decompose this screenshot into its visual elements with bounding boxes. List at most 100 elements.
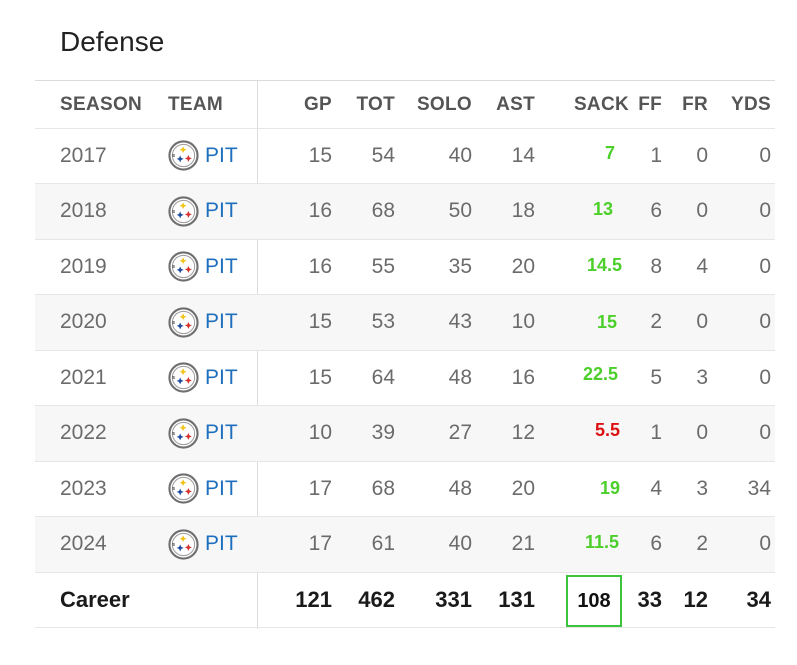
season-cell: 2021	[60, 365, 107, 389]
fr-cell: 0	[696, 199, 708, 222]
solo-cell: 48	[448, 365, 472, 389]
team-link[interactable]: PIT	[205, 421, 238, 444]
team-link[interactable]: PIT	[205, 310, 238, 333]
yds-cell: 0	[759, 310, 771, 333]
solo-cell: 48	[448, 476, 472, 500]
table-row: 2019 S PIT 16 55 35 20 14.5 8 4 0	[35, 239, 775, 295]
yds-cell: 0	[759, 254, 771, 278]
team-cell[interactable]: S PIT	[168, 128, 238, 183]
tot-cell: 53	[371, 310, 395, 333]
team-cell[interactable]: S PIT	[168, 406, 238, 461]
header-yds[interactable]: YDS	[731, 93, 771, 115]
header-tot[interactable]: TOT	[356, 93, 395, 115]
team-link[interactable]: PIT	[205, 476, 238, 500]
table-row: 2017 S PIT 15 54 40 14 7 1 0 0	[35, 128, 775, 184]
header-sack[interactable]: SACK	[573, 93, 629, 115]
season-cell: 2024	[60, 532, 107, 555]
tot-cell: 54	[371, 143, 395, 167]
solo-cell: 43	[448, 310, 472, 333]
ff-cell: 4	[650, 476, 662, 500]
sack-cell: 22.5	[583, 364, 619, 384]
ff-cell: 5	[650, 365, 662, 389]
season-cell: 2023	[60, 476, 107, 500]
steelers-logo-icon: S	[168, 140, 199, 171]
gp-cell: 17	[308, 476, 332, 500]
ast-cell: 20	[511, 476, 535, 500]
header-fr[interactable]: FR	[682, 93, 708, 115]
steelers-logo-icon: S	[168, 528, 199, 560]
sack-cell: 7	[605, 143, 616, 163]
yds-cell: 0	[759, 532, 771, 555]
table-row: 2024 S PIT 17 61 40 21 11.5 6 2 0	[35, 516, 775, 573]
fr-cell: 4	[696, 254, 708, 278]
table-header-row: SEASON TEAM GP TOT SOLO AST SACK FF FR Y…	[35, 81, 775, 129]
career-label: Career	[60, 586, 130, 612]
gp-cell: 16	[308, 199, 332, 222]
gp-cell: 10	[308, 421, 332, 444]
team-link[interactable]: PIT	[205, 199, 238, 222]
ff-cell: 8	[650, 254, 662, 278]
ast-cell: 20	[511, 254, 535, 278]
season-cell: 2022	[60, 421, 107, 444]
ff-cell: 6	[650, 199, 662, 222]
season-cell: 2019	[60, 254, 107, 278]
svg-text:S: S	[172, 264, 175, 269]
career-solo: 331	[435, 586, 472, 612]
header-ff[interactable]: FF	[638, 93, 662, 115]
gp-cell: 15	[308, 365, 332, 389]
gp-cell: 15	[308, 310, 332, 333]
solo-cell: 50	[448, 199, 472, 222]
table-row: 2022 S PIT 10 39 27 12 5.5 1 0 0	[35, 405, 775, 462]
team-link[interactable]: PIT	[205, 143, 238, 167]
team-link[interactable]: PIT	[205, 532, 238, 555]
solo-cell: 27	[448, 421, 472, 444]
header-team[interactable]: TEAM	[168, 93, 224, 115]
team-cell[interactable]: S PIT	[168, 517, 238, 572]
svg-text:S: S	[172, 375, 175, 380]
tot-cell: 39	[371, 421, 395, 444]
svg-text:S: S	[172, 153, 175, 158]
header-solo[interactable]: SOLO	[416, 93, 472, 115]
team-cell[interactable]: S PIT	[168, 350, 238, 405]
ff-cell: 6	[650, 532, 662, 555]
career-ast: 131	[498, 586, 535, 612]
svg-text:S: S	[172, 542, 175, 547]
column-divider	[257, 81, 258, 629]
sack-cell: 15	[597, 312, 618, 332]
ff-cell: 1	[650, 421, 662, 444]
career-fr: 12	[683, 586, 708, 612]
solo-cell: 35	[448, 254, 472, 278]
header-ast[interactable]: AST	[496, 93, 535, 115]
table-row: 2018 S PIT 16 68 50 18 13 6 0 0	[35, 183, 775, 240]
team-cell[interactable]: S PIT	[168, 184, 238, 239]
svg-text:S: S	[172, 209, 175, 214]
team-cell[interactable]: S PIT	[168, 295, 238, 350]
team-cell[interactable]: S PIT	[168, 239, 238, 294]
yds-cell: 0	[759, 199, 771, 222]
season-cell: 2017	[60, 143, 107, 167]
steelers-logo-icon: S	[168, 306, 199, 338]
yds-cell: 34	[747, 476, 771, 500]
yds-cell: 0	[759, 365, 771, 389]
team-link[interactable]: PIT	[205, 254, 238, 278]
fr-cell: 0	[696, 310, 708, 333]
header-season[interactable]: SEASON	[60, 93, 143, 115]
sack-cell: 5.5	[595, 420, 621, 440]
yds-cell: 0	[759, 421, 771, 444]
fr-cell: 3	[696, 476, 708, 500]
steelers-logo-icon: S	[168, 251, 199, 282]
solo-cell: 40	[448, 143, 472, 167]
steelers-logo-icon: S	[168, 362, 199, 393]
gp-cell: 16	[308, 254, 332, 278]
ast-cell: 14	[511, 143, 535, 167]
header-gp[interactable]: GP	[303, 93, 332, 115]
fr-cell: 2	[696, 532, 708, 555]
fr-cell: 0	[696, 143, 708, 167]
tot-cell: 61	[371, 532, 395, 555]
season-cell: 2020	[60, 310, 107, 333]
tot-cell: 64	[371, 365, 395, 389]
team-link[interactable]: PIT	[205, 365, 238, 389]
defense-stats-table: SEASON TEAM GP TOT SOLO AST SACK FF FR Y…	[35, 80, 775, 629]
gp-cell: 17	[308, 532, 332, 555]
team-cell[interactable]: S PIT	[168, 461, 238, 516]
